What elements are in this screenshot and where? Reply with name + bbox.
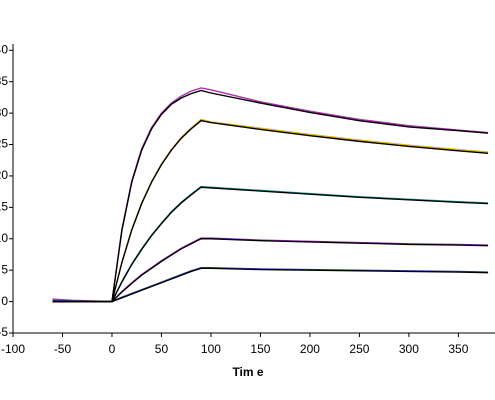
x-tick-label: -100 [1,342,25,356]
x-tick-label: 300 [399,342,419,356]
series-line [52,267,489,303]
x-axis-title: Tim e [232,365,263,379]
x-tick-label: 0 [109,342,116,356]
x-tick-label: 350 [448,342,468,356]
x-tick-label: 150 [250,342,270,356]
x-tick-label: 250 [349,342,369,356]
x-tick-label: 50 [155,342,169,356]
y-tick-label: 20 [0,168,8,182]
y-tick-label: 25 [0,137,8,151]
y-tick-label: 0 [1,294,8,308]
y-tick-label: 30 [0,105,8,119]
series-line [52,238,489,303]
x-tick-label: -50 [54,342,72,356]
y-tick-label: 10 [0,231,8,245]
y-tick-label: 5 [1,262,8,276]
series-line [52,186,489,303]
series-line [52,89,489,303]
x-tick-label: 100 [201,342,221,356]
series-line [52,119,489,303]
x-tick-label: 200 [300,342,320,356]
y-tick-label: -5 [0,325,8,339]
y-tick-label: 40 [0,42,8,56]
y-tick-label: 15 [0,200,8,214]
y-tick-label: 35 [0,74,8,88]
series-line [52,118,489,303]
